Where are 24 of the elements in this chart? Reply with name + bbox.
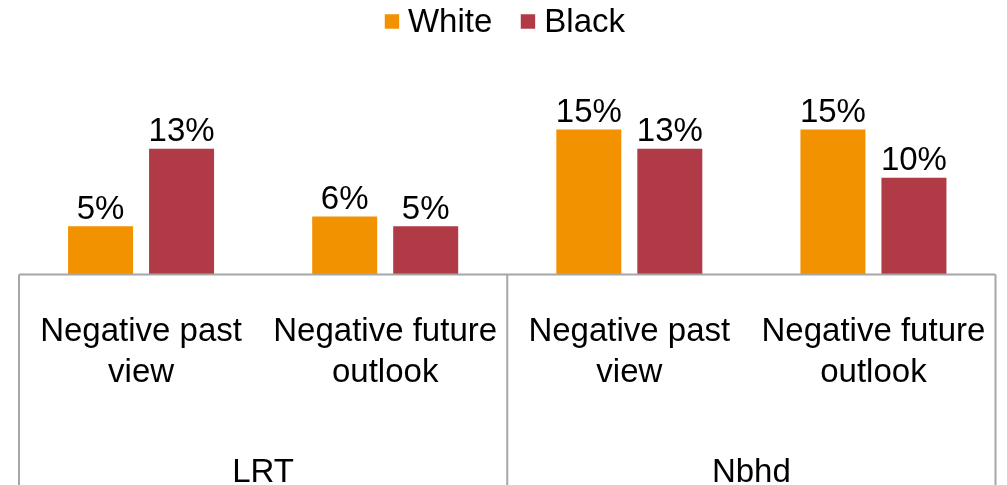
bar xyxy=(800,129,866,275)
x-tick-label: Negative future outlook xyxy=(761,310,986,389)
data-label: 5% xyxy=(76,188,125,226)
x-tick-label: Negative future outlook xyxy=(273,310,498,389)
bar xyxy=(68,226,134,275)
data-label: 15% xyxy=(799,92,866,129)
bar xyxy=(881,177,947,275)
bar xyxy=(312,216,378,275)
bar xyxy=(393,226,459,275)
text: LRT xyxy=(232,452,294,485)
bar xyxy=(637,148,703,275)
bar xyxy=(149,148,215,275)
x-tick-label: Negative past view xyxy=(40,310,242,389)
bar xyxy=(556,129,622,275)
data-label: 10% xyxy=(880,140,947,178)
data-label: 13% xyxy=(636,111,703,149)
legend-label: Black xyxy=(544,2,626,40)
legend-label: White xyxy=(407,2,493,40)
data-label: 5% xyxy=(401,188,450,226)
x-tick-label: Negative past view xyxy=(528,310,731,389)
data-label: 13% xyxy=(148,111,215,149)
data-label: 15% xyxy=(555,92,622,129)
text: Nbhd xyxy=(711,452,791,485)
data-label: 6% xyxy=(320,179,369,216)
